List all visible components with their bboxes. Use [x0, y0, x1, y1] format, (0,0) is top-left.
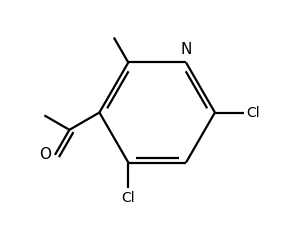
- Text: O: O: [40, 147, 51, 162]
- Text: Cl: Cl: [121, 191, 135, 205]
- Text: Cl: Cl: [246, 106, 260, 119]
- Text: N: N: [180, 42, 192, 57]
